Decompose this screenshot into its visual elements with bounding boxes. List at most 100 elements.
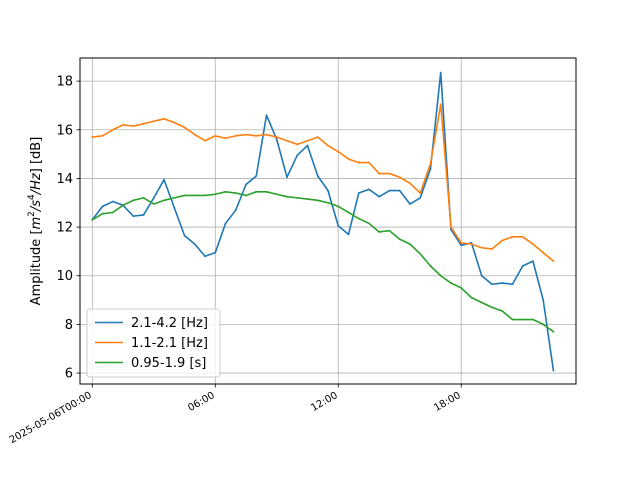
series-1-point-30: [398, 176, 401, 179]
series-0-point-4: [132, 215, 135, 218]
legend-label-2: 0.95-1.9 [s]: [131, 356, 206, 371]
series-2-point-12: [214, 193, 217, 196]
series-2-point-18: [275, 193, 278, 196]
series-2-point-33: [429, 265, 432, 267]
series-1-point-3: [122, 124, 124, 126]
y-tick-label-1: 8: [65, 318, 73, 333]
series-1-point-21: [306, 139, 309, 142]
series-0-point-40: [501, 282, 504, 284]
series-2-point-15: [245, 194, 247, 197]
series-1-point-1: [101, 134, 104, 137]
series-2-point-36: [460, 287, 463, 289]
series-1-point-26: [357, 161, 360, 164]
series-1-point-35: [450, 226, 452, 228]
series-1-point-28: [378, 172, 381, 175]
series-2-point-14: [234, 192, 237, 194]
series-0-point-36: [460, 244, 463, 247]
series-2-point-22: [316, 199, 319, 202]
series-0-point-44: [542, 299, 545, 301]
series-1-point-16: [255, 134, 258, 137]
series-1-point-24: [337, 150, 340, 153]
series-line-1: [92, 103, 554, 262]
series-0-point-21: [306, 144, 309, 147]
series-0-point-32: [419, 196, 422, 199]
series-0-point-1: [101, 205, 104, 208]
series-0-point-22: [316, 175, 319, 177]
series-1-point-41: [511, 235, 514, 238]
series-2-point-4: [132, 199, 135, 202]
series-1-point-23: [327, 144, 329, 147]
series-1-point-32: [419, 192, 422, 194]
series-1-point-39: [491, 248, 493, 250]
series-1-point-36: [460, 242, 463, 244]
series-1-point-6: [152, 120, 155, 123]
series-1-point-38: [480, 246, 483, 249]
series-2-point-8: [173, 196, 176, 199]
series-1-point-18: [275, 136, 278, 138]
series-1-point-33: [429, 162, 432, 165]
x-tick-label-1: 06:00: [186, 390, 216, 414]
series-0-point-15: [245, 183, 247, 186]
series-0-point-19: [286, 176, 288, 179]
y-tick-label-3: 12: [56, 221, 73, 236]
series-1-point-45: [552, 260, 555, 263]
series-1-point-14: [234, 134, 237, 137]
series-2-point-24: [337, 205, 340, 208]
series-2-point-13: [224, 190, 227, 193]
series-0-point-26: [357, 192, 360, 194]
legend-box: [86, 308, 221, 378]
series-2-point-28: [378, 231, 381, 233]
series-1-point-29: [388, 172, 391, 175]
series-2-point-11: [204, 194, 206, 197]
series-0-point-12: [214, 251, 217, 254]
series-0-point-31: [409, 203, 411, 205]
series-0-point-30: [398, 189, 401, 192]
series-2-point-0: [91, 218, 94, 221]
series-1-point-17: [265, 133, 268, 136]
series-0-point-17: [265, 114, 268, 117]
series-0-point-13: [224, 222, 227, 225]
series-1-point-7: [163, 117, 165, 120]
series-2-point-40: [501, 310, 504, 312]
series-2-point-45: [552, 330, 555, 333]
series-2-point-1: [101, 212, 104, 215]
series-1-point-40: [501, 239, 504, 242]
series-0-point-2: [111, 200, 114, 203]
legend-label-0: 2.1-4.2 [Hz]: [131, 316, 208, 331]
series-1-point-31: [409, 182, 411, 185]
series-2-point-9: [183, 194, 186, 197]
series-line-2: [91, 191, 554, 333]
series-1-point-2: [111, 128, 114, 131]
series-2-point-44: [542, 323, 545, 326]
series-2-point-16: [255, 190, 258, 193]
series-line-0: [91, 71, 555, 371]
x-tick-label-2: 12:00: [309, 390, 339, 414]
series-0-point-5: [142, 214, 145, 216]
series-0-point-41: [511, 283, 514, 286]
y-tick-label-2: 10: [56, 269, 73, 284]
series-0-point-6: [152, 196, 155, 199]
series-1-point-15: [245, 133, 247, 136]
series-0-point-24: [337, 224, 340, 227]
y-tick-label-4: 14: [56, 172, 73, 187]
series-0-point-9: [183, 234, 186, 237]
series-1-point-42: [521, 235, 524, 238]
series-0-point-45: [552, 369, 555, 372]
plot-area-frame: [79, 57, 577, 385]
series-2-point-37: [470, 296, 473, 299]
series-0-point-8: [173, 206, 176, 209]
x-tick-label-0: 2025-05-06T00:00: [8, 390, 94, 446]
series-0-point-27: [368, 188, 370, 191]
series-2-point-6: [152, 203, 155, 205]
series-0-point-34: [439, 71, 442, 74]
series-2-point-27: [368, 222, 370, 225]
legend: 2.1-4.2 [Hz] 1.1-2.1 [Hz] 0.95-1.9 [s]: [86, 308, 221, 378]
series-0-point-11: [204, 255, 206, 258]
series-2-point-30: [398, 238, 401, 241]
series-0-point-23: [327, 189, 329, 192]
x-tick-label-3: 18:00: [432, 390, 462, 414]
series-2-point-19: [286, 195, 288, 198]
y-tick-label-6: 18: [56, 75, 73, 90]
